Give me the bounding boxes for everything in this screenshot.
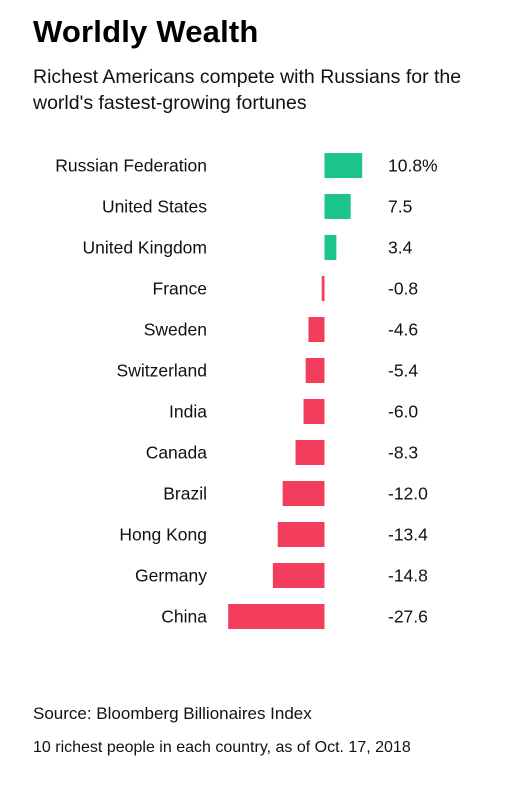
methodology-note: 10 richest people in each country, as of… — [33, 739, 411, 756]
category-label: Switzerland — [117, 361, 207, 381]
value-label: 10.8% — [388, 156, 438, 176]
bar — [295, 440, 325, 465]
value-label: -14.8 — [388, 566, 428, 586]
bar — [277, 522, 325, 547]
bar — [324, 235, 337, 260]
category-label: India — [169, 402, 207, 422]
category-label: Hong Kong — [119, 525, 207, 545]
value-label: -27.6 — [388, 607, 428, 627]
bar — [321, 276, 325, 301]
category-label: Sweden — [144, 320, 207, 340]
bar — [303, 399, 325, 424]
bar — [308, 317, 325, 342]
value-label: 3.4 — [388, 238, 413, 258]
category-label: United States — [102, 197, 207, 217]
bar — [272, 563, 325, 588]
value-label: -8.3 — [388, 443, 418, 463]
bar — [324, 194, 351, 219]
category-label: Russian Federation — [55, 156, 207, 176]
bar — [305, 358, 325, 383]
category-label: China — [161, 607, 207, 627]
category-label: Canada — [146, 443, 208, 463]
bar-chart: Russian Federation 10.8% United States 7.5 U… — [55, 153, 438, 629]
chart-title: Worldly Wealth — [33, 14, 259, 49]
source-note: Source: Bloomberg Billionaires Index — [33, 704, 312, 723]
bar — [324, 153, 363, 178]
value-label: -4.6 — [388, 320, 418, 340]
value-label: -5.4 — [388, 361, 418, 381]
category-label: United Kingdom — [82, 238, 207, 258]
bar — [228, 604, 325, 629]
chart-subtitle: Richest Americans compete with Russians … — [33, 66, 462, 114]
bar — [282, 481, 325, 506]
value-label: -6.0 — [388, 402, 418, 422]
category-label: Germany — [135, 566, 207, 586]
value-label: -13.4 — [388, 525, 428, 545]
category-label: Brazil — [163, 484, 207, 504]
value-label: -12.0 — [388, 484, 428, 504]
value-label: -0.8 — [388, 279, 418, 299]
category-label: France — [153, 279, 207, 299]
value-label: 7.5 — [388, 197, 412, 217]
